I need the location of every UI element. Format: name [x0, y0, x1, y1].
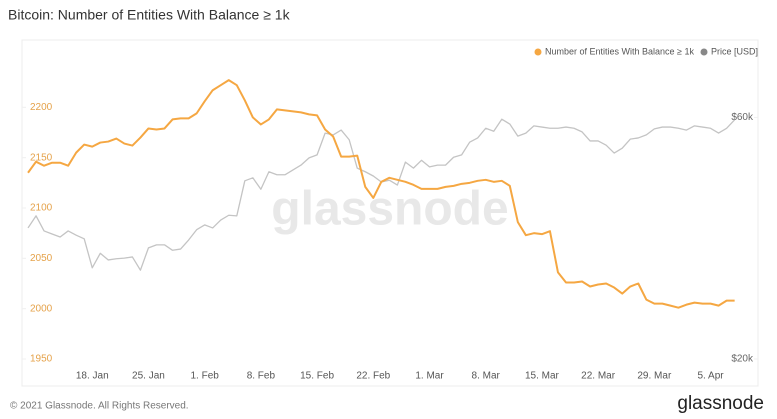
- y-tick-label: 2200: [30, 102, 53, 113]
- x-tick-label: 5. Apr: [697, 371, 724, 382]
- x-tick-label: 29. Mar: [637, 371, 672, 382]
- x-tick-label: 1. Feb: [190, 371, 219, 382]
- watermark: glassnode: [271, 183, 508, 236]
- x-tick-label: 25. Jan: [132, 371, 165, 382]
- x-tick-label: 22. Mar: [581, 371, 616, 382]
- series-line: [27, 79, 735, 309]
- y-tick-label: 2050: [30, 253, 53, 264]
- x-tick-label: 15. Mar: [525, 371, 560, 382]
- y2-tick-label: $20k: [731, 354, 754, 365]
- plot-frame: [21, 39, 759, 387]
- x-tick-label: 22. Feb: [356, 371, 390, 382]
- x-tick-label: 18. Jan: [76, 371, 109, 382]
- y-tick-label: 1950: [30, 354, 53, 365]
- x-tick-label: 1. Mar: [415, 371, 444, 382]
- chart-title: Bitcoin: Number of Entities With Balance…: [8, 7, 291, 23]
- legend-swatch: [534, 48, 542, 56]
- legend-label: Number of Entities With Balance ≥ 1k: [545, 46, 695, 56]
- x-tick-label: 15. Feb: [300, 371, 334, 382]
- y-tick-label: 2000: [30, 303, 53, 314]
- legend-swatch: [700, 48, 708, 56]
- y2-tick-label: $60k: [731, 112, 754, 123]
- x-tick-label: 8. Feb: [247, 371, 276, 382]
- brand-logo: glassnode: [677, 393, 764, 414]
- y-tick-label: 2100: [30, 203, 53, 214]
- x-tick-label: 8. Mar: [472, 371, 501, 382]
- y-tick-label: 2150: [30, 152, 53, 163]
- footer: © 2021 Glassnode. All Rights Reserved.: [10, 401, 189, 412]
- legend-label: Price [USD]: [711, 46, 758, 56]
